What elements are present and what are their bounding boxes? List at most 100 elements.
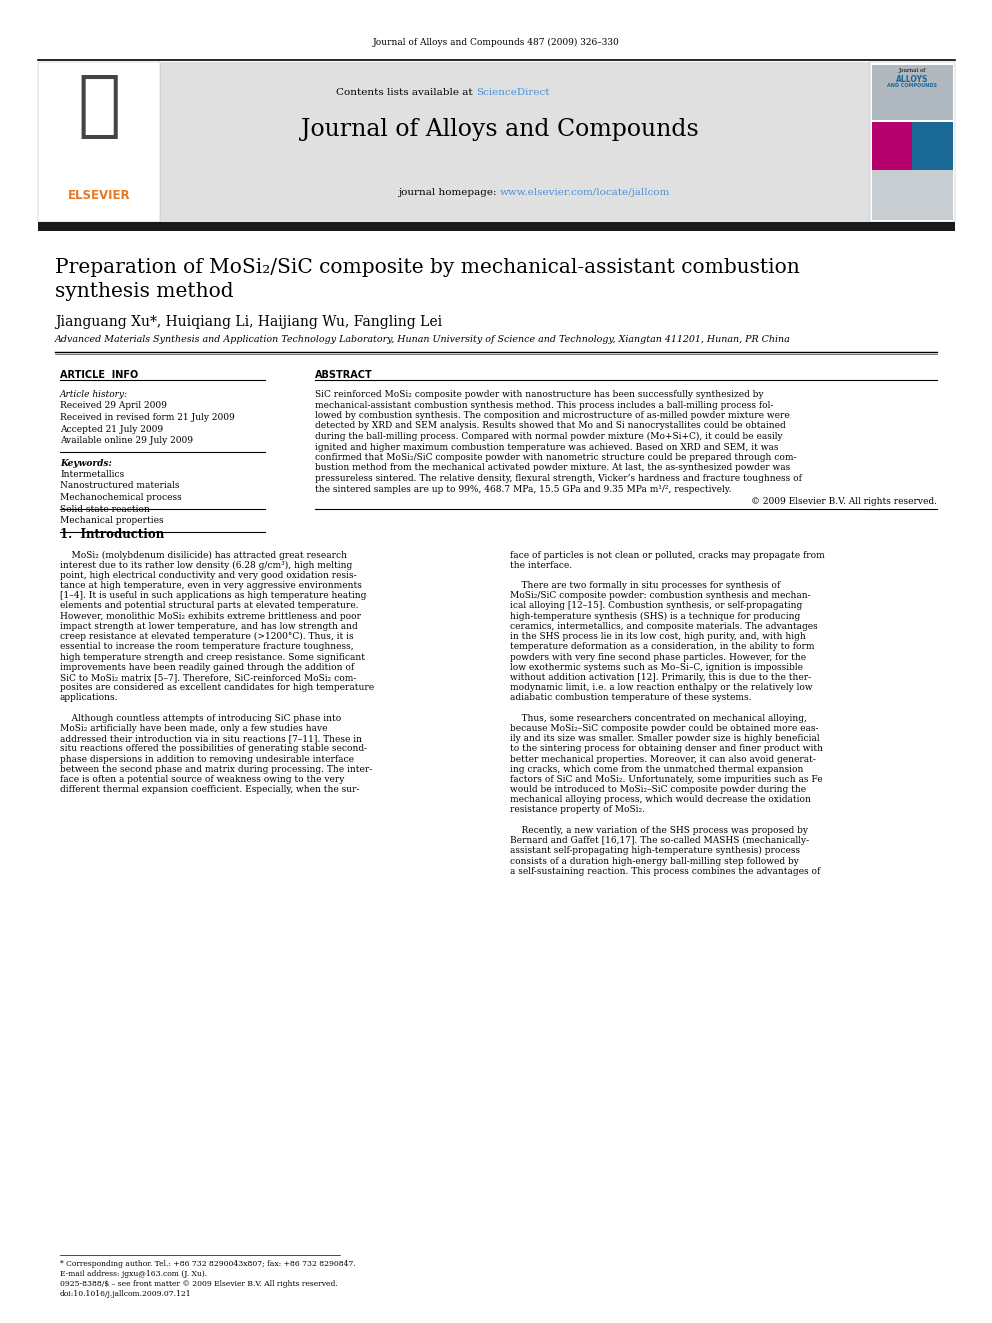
Text: synthesis method: synthesis method: [55, 282, 234, 302]
Text: Accepted 21 July 2009: Accepted 21 July 2009: [60, 425, 163, 434]
Text: to the sintering process for obtaining denser and finer product with: to the sintering process for obtaining d…: [510, 745, 823, 753]
Text: high-temperature synthesis (SHS) is a technique for producing: high-temperature synthesis (SHS) is a te…: [510, 611, 801, 620]
Text: Journal of: Journal of: [899, 67, 926, 73]
Text: MoSi₂ artificially have been made, only a few studies have: MoSi₂ artificially have been made, only …: [60, 724, 327, 733]
Text: consists of a duration high-energy ball-milling step followed by: consists of a duration high-energy ball-…: [510, 856, 799, 865]
Bar: [38, 222, 955, 232]
Text: doi:10.1016/j.jallcom.2009.07.121: doi:10.1016/j.jallcom.2009.07.121: [60, 1290, 191, 1298]
Text: Mechanical properties: Mechanical properties: [60, 516, 164, 525]
Bar: [38, 62, 160, 222]
Text: ALLOYS: ALLOYS: [896, 75, 929, 83]
Text: MoSi₂/SiC composite powder: combustion synthesis and mechan-: MoSi₂/SiC composite powder: combustion s…: [510, 591, 810, 601]
Text: Preparation of MoSi₂/SiC composite by mechanical-assistant combustion: Preparation of MoSi₂/SiC composite by me…: [55, 258, 800, 277]
Text: elements and potential structural parts at elevated temperature.: elements and potential structural parts …: [60, 602, 358, 610]
Text: ABSTRACT: ABSTRACT: [315, 370, 373, 380]
Text: confirmed that MoSi₂/SiC composite powder with nanometric structure could be pre: confirmed that MoSi₂/SiC composite powde…: [315, 452, 797, 462]
Text: lowed by combustion synthesis. The composition and microstructure of as-milled p: lowed by combustion synthesis. The compo…: [315, 411, 790, 419]
Text: Thus, some researchers concentrated on mechanical alloying,: Thus, some researchers concentrated on m…: [510, 713, 806, 722]
Text: addressed their introduction via in situ reactions [7–11]. These in: addressed their introduction via in situ…: [60, 734, 362, 744]
Text: journal homepage:: journal homepage:: [398, 188, 500, 197]
Text: high temperature strength and creep resistance. Some significant: high temperature strength and creep resi…: [60, 652, 365, 662]
Text: Although countless attempts of introducing SiC phase into: Although countless attempts of introduci…: [60, 713, 341, 722]
Text: different thermal expansion coefficient. Especially, when the sur-: different thermal expansion coefficient.…: [60, 785, 359, 794]
Text: 0925-8388/$ – see front matter © 2009 Elsevier B.V. All rights reserved.: 0925-8388/$ – see front matter © 2009 El…: [60, 1279, 337, 1289]
Text: [1–4]. It is useful in such applications as high temperature heating: [1–4]. It is useful in such applications…: [60, 591, 366, 601]
Text: Mechanochemical process: Mechanochemical process: [60, 493, 182, 501]
Text: without addition activation [12]. Primarily, this is due to the ther-: without addition activation [12]. Primar…: [510, 673, 811, 681]
Text: Bernard and Gaffet [16,17]. The so-called MASHS (mechanically-: Bernard and Gaffet [16,17]. The so-calle…: [510, 836, 809, 845]
Text: ARTICLE  INFO: ARTICLE INFO: [60, 370, 138, 380]
Text: impact strength at lower temperature, and has low strength and: impact strength at lower temperature, an…: [60, 622, 358, 631]
Text: Intermetallics: Intermetallics: [60, 470, 124, 479]
Text: However, monolithic MoSi₂ exhibits extreme brittleness and poor: However, monolithic MoSi₂ exhibits extre…: [60, 611, 361, 620]
Text: ELSEVIER: ELSEVIER: [67, 189, 130, 202]
Text: because MoSi₂–SiC composite powder could be obtained more eas-: because MoSi₂–SiC composite powder could…: [510, 724, 818, 733]
Text: situ reactions offered the possibilities of generating stable second-: situ reactions offered the possibilities…: [60, 745, 367, 753]
Text: MoSi₂ (molybdenum disilicide) has attracted great research: MoSi₂ (molybdenum disilicide) has attrac…: [60, 550, 347, 560]
Text: factors of SiC and MoSi₂. Unfortunately, some impurities such as Fe: factors of SiC and MoSi₂. Unfortunately,…: [510, 775, 822, 785]
Text: Solid state reaction: Solid state reaction: [60, 504, 150, 513]
Text: improvements have been readily gained through the addition of: improvements have been readily gained th…: [60, 663, 354, 672]
Text: adiabatic combustion temperature of these systems.: adiabatic combustion temperature of thes…: [510, 693, 752, 703]
Text: detected by XRD and SEM analysis. Results showed that Mo and Si nanocrystallites: detected by XRD and SEM analysis. Result…: [315, 422, 786, 430]
Text: in the SHS process lie in its low cost, high purity, and, with high: in the SHS process lie in its low cost, …: [510, 632, 806, 642]
Text: E-mail address: jgxu@163.com (J. Xu).: E-mail address: jgxu@163.com (J. Xu).: [60, 1270, 207, 1278]
Text: during the ball-milling process. Compared with normal powder mixture (Mo+Si+C), : during the ball-milling process. Compare…: [315, 433, 783, 441]
Text: Jianguang Xu*, Huiqiang Li, Haijiang Wu, Fangling Lei: Jianguang Xu*, Huiqiang Li, Haijiang Wu,…: [55, 315, 442, 329]
Text: Available online 29 July 2009: Available online 29 July 2009: [60, 437, 193, 445]
Bar: [872, 122, 912, 169]
Text: Journal of Alloys and Compounds: Journal of Alloys and Compounds: [302, 118, 699, 142]
Text: mechanical-assistant combustion synthesis method. This process includes a ball-m: mechanical-assistant combustion synthesi…: [315, 401, 774, 410]
Text: posites are considered as excellent candidates for high temperature: posites are considered as excellent cand…: [60, 683, 374, 692]
Bar: [160, 62, 870, 222]
Text: Nanostructured materials: Nanostructured materials: [60, 482, 180, 491]
Text: would be introduced to MoSi₂–SiC composite powder during the: would be introduced to MoSi₂–SiC composi…: [510, 785, 806, 794]
Text: ignited and higher maximum combustion temperature was achieved. Based on XRD and: ignited and higher maximum combustion te…: [315, 442, 779, 451]
Text: * Corresponding author. Tel.: +86 732 8290043x807; fax: +86 732 8290847.: * Corresponding author. Tel.: +86 732 82…: [60, 1259, 356, 1267]
Text: ical alloying [12–15]. Combustion synthesis, or self-propagating: ical alloying [12–15]. Combustion synthe…: [510, 602, 803, 610]
Text: ing cracks, which come from the unmatched thermal expansion: ing cracks, which come from the unmatche…: [510, 765, 804, 774]
Text: interest due to its rather low density (6.28 g/cm³), high melting: interest due to its rather low density (…: [60, 561, 352, 570]
Text: There are two formally in situ processes for synthesis of: There are two formally in situ processes…: [510, 581, 780, 590]
Text: Journal of Alloys and Compounds 487 (2009) 326–330: Journal of Alloys and Compounds 487 (200…: [373, 38, 619, 48]
Text: AND COMPOUNDS: AND COMPOUNDS: [887, 83, 936, 89]
Text: modynamic limit, i.e. a low reaction enthalpy or the relatively low: modynamic limit, i.e. a low reaction ent…: [510, 683, 812, 692]
Bar: [912, 122, 953, 169]
Text: www.elsevier.com/locate/jallcom: www.elsevier.com/locate/jallcom: [500, 188, 671, 197]
Text: © 2009 Elsevier B.V. All rights reserved.: © 2009 Elsevier B.V. All rights reserved…: [751, 497, 937, 505]
Text: better mechanical properties. Moreover, it can also avoid generat-: better mechanical properties. Moreover, …: [510, 754, 815, 763]
Text: tance at high temperature, even in very aggressive environments: tance at high temperature, even in very …: [60, 581, 362, 590]
Text: bustion method from the mechanical activated powder mixture. At last, the as-syn: bustion method from the mechanical activ…: [315, 463, 791, 472]
Text: between the second phase and matrix during processing. The inter-: between the second phase and matrix duri…: [60, 765, 372, 774]
Text: powders with very fine second phase particles. However, for the: powders with very fine second phase part…: [510, 652, 806, 662]
Text: ceramics, intermetallics, and composite materials. The advantages: ceramics, intermetallics, and composite …: [510, 622, 817, 631]
Text: temperature deformation as a consideration, in the ability to form: temperature deformation as a considerati…: [510, 642, 814, 651]
Text: SiC to MoSi₂ matrix [5–7]. Therefore, SiC-reinforced MoSi₂ com-: SiC to MoSi₂ matrix [5–7]. Therefore, Si…: [60, 673, 356, 681]
Text: resistance property of MoSi₂.: resistance property of MoSi₂.: [510, 806, 645, 815]
Text: applications.: applications.: [60, 693, 118, 703]
Text: Keywords:: Keywords:: [60, 459, 112, 467]
Text: SiC reinforced MoSi₂ composite powder with nanostructure has been successfully s: SiC reinforced MoSi₂ composite powder wi…: [315, 390, 764, 400]
Text: essential to increase the room temperature fracture toughness,: essential to increase the room temperatu…: [60, 642, 353, 651]
Text: 1.  Introduction: 1. Introduction: [60, 528, 165, 541]
Text: Received 29 April 2009: Received 29 April 2009: [60, 401, 167, 410]
Text: Advanced Materials Synthesis and Application Technology Laboratory, Hunan Univer: Advanced Materials Synthesis and Applica…: [55, 335, 791, 344]
Text: ily and its size was smaller. Smaller powder size is highly beneficial: ily and its size was smaller. Smaller po…: [510, 734, 819, 744]
Text: a self-sustaining reaction. This process combines the advantages of: a self-sustaining reaction. This process…: [510, 867, 820, 876]
Text: ScienceDirect: ScienceDirect: [476, 89, 550, 97]
Text: creep resistance at elevated temperature (>1200°C). Thus, it is: creep resistance at elevated temperature…: [60, 632, 353, 642]
Text: mechanical alloying process, which would decrease the oxidation: mechanical alloying process, which would…: [510, 795, 810, 804]
Text: Received in revised form 21 July 2009: Received in revised form 21 July 2009: [60, 413, 235, 422]
Text: point, high electrical conductivity and very good oxidation resis-: point, high electrical conductivity and …: [60, 572, 357, 579]
Text: face of particles is not clean or polluted, cracks may propagate from: face of particles is not clean or pollut…: [510, 550, 824, 560]
Bar: [872, 65, 953, 120]
Text: Article history:: Article history:: [60, 390, 128, 400]
Text: Contents lists available at: Contents lists available at: [336, 89, 476, 97]
Text: the interface.: the interface.: [510, 561, 572, 570]
Text: Recently, a new variation of the SHS process was proposed by: Recently, a new variation of the SHS pro…: [510, 826, 808, 835]
Bar: [870, 62, 955, 222]
Text: assistant self-propagating high-temperature synthesis) process: assistant self-propagating high-temperat…: [510, 847, 801, 856]
Text: face is often a potential source of weakness owing to the very: face is often a potential source of weak…: [60, 775, 344, 785]
Text: phase dispersions in addition to removing undesirable interface: phase dispersions in addition to removin…: [60, 754, 354, 763]
Text: ⎈: ⎈: [77, 71, 121, 142]
